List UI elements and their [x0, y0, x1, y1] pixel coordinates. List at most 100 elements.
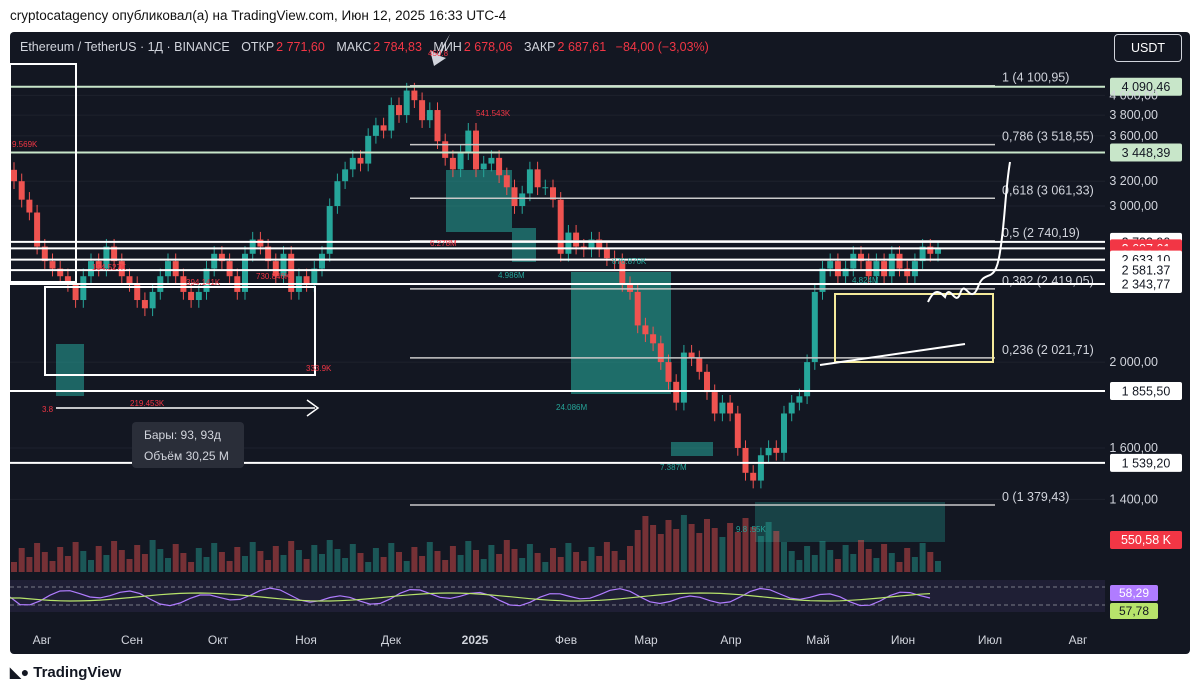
volume-bar — [773, 531, 780, 572]
candle-body — [881, 261, 888, 277]
volume-bar — [927, 552, 934, 572]
volume-bar — [118, 550, 125, 572]
volume-bar — [34, 543, 41, 572]
candle-body — [696, 358, 703, 372]
x-tick-label: Мар — [634, 633, 658, 647]
volume-bar — [573, 552, 580, 572]
candle-body — [111, 246, 118, 262]
candle-body — [734, 413, 741, 448]
price-chart[interactable]: 1 (4 100,95) 0,786 (3 518,55) 0,618 (3 061… — [10, 32, 1190, 654]
annotation-label: 3.8 — [42, 405, 54, 414]
change-value: −84,00 (−3,03%) — [615, 40, 709, 54]
candle-body — [480, 163, 487, 170]
volume-bar — [919, 543, 926, 572]
candle-body — [819, 268, 826, 292]
volume-bar — [149, 540, 156, 572]
candle-body — [41, 246, 48, 262]
candle-body — [850, 253, 857, 269]
volume-bar — [704, 519, 710, 572]
price-badge-label: 2 581,37 — [1122, 264, 1171, 278]
volume-bar — [873, 558, 880, 572]
annotation-label: 541.543K — [476, 109, 511, 118]
candle-body — [149, 291, 156, 309]
volume-bar — [242, 556, 248, 572]
price-badge-label: 2 343,77 — [1122, 277, 1171, 291]
candle-body — [288, 253, 295, 292]
fib-label: 0,786 (3 518,55) — [1002, 130, 1094, 144]
candle-body — [11, 169, 17, 182]
candle-body — [49, 261, 56, 269]
volume-bar — [542, 562, 549, 572]
annotation-label: 4.986M — [498, 271, 525, 280]
volume-bar — [519, 558, 526, 572]
candle-body — [534, 169, 541, 188]
volume-bar — [49, 561, 56, 572]
volume-bar — [819, 541, 826, 572]
candle-body — [935, 248, 941, 254]
volume-bar — [388, 543, 395, 572]
volume-bar — [503, 540, 510, 572]
candle-body — [781, 413, 787, 453]
volume-bar — [696, 533, 703, 572]
price-badge — [1110, 261, 1182, 280]
candle-body — [126, 276, 133, 284]
fib-label: 0,618 (3 061,33) — [1002, 183, 1094, 197]
volume-bar — [326, 540, 333, 572]
volume-bar — [226, 561, 233, 572]
candle-body — [773, 447, 780, 453]
volume-bar — [850, 554, 857, 572]
x-tick-label: Авг — [1069, 633, 1088, 647]
candle-body — [911, 261, 918, 277]
candle-body — [72, 283, 79, 301]
x-tick-label: Июн — [891, 633, 915, 647]
candle-body — [842, 268, 849, 277]
volume-bar — [57, 547, 64, 572]
high-value: 2 784,83 — [373, 40, 422, 54]
volume-bar — [588, 547, 595, 572]
candle-body — [488, 157, 495, 164]
low-value: 2 678,06 — [463, 40, 513, 54]
volume-bar — [727, 523, 734, 572]
volume-bar — [141, 554, 148, 572]
open-value: 2 771,60 — [276, 40, 325, 54]
measure-tooltip: Бары: 93, 93д Объём 30,25 M — [132, 422, 244, 468]
volume-bar — [619, 560, 626, 572]
volume-bar — [657, 534, 664, 572]
candle-body — [426, 110, 433, 121]
price-badge — [1110, 453, 1182, 472]
volume-bar — [18, 548, 25, 572]
chart-canvas[interactable]: 1 (4 100,95) 0,786 (3 518,55) 0,618 (3 061… — [10, 32, 1190, 654]
candle-body — [588, 239, 595, 250]
x-tick-label: Май — [806, 633, 830, 647]
volume-bar — [365, 562, 372, 572]
candle-body — [334, 181, 341, 207]
candle-body — [665, 362, 672, 382]
tradingview-logo[interactable]: ◣● TradingView — [10, 664, 121, 681]
volume-bar — [526, 544, 533, 572]
x-tick-label: Окт — [208, 633, 229, 647]
volume-bar — [834, 559, 841, 572]
footer: ◣● TradingView — [0, 654, 1200, 691]
currency-button[interactable]: USDT — [1114, 34, 1182, 62]
candle-body — [257, 239, 264, 247]
volume-bar — [419, 556, 426, 572]
candle-body — [342, 169, 349, 182]
candle-body — [388, 105, 395, 131]
range-box — [44, 286, 316, 376]
volume-bar — [865, 549, 872, 572]
volume-badge-label: 550,58 K — [1121, 533, 1172, 547]
price-badge — [1110, 77, 1182, 96]
candle-body — [457, 152, 464, 170]
candle-body — [141, 300, 148, 309]
volume-bar — [473, 550, 479, 572]
volume-bar — [788, 551, 795, 572]
candle-body — [711, 392, 718, 414]
x-tick-label: Фев — [555, 633, 577, 647]
y-tick-label: 3 600,00 — [1109, 129, 1158, 143]
volume-bar — [904, 548, 911, 572]
candle-body — [765, 447, 772, 456]
close-value: 2 687,61 — [557, 40, 607, 54]
volume-bar — [688, 524, 695, 572]
candle-body — [557, 199, 564, 254]
candle-body — [634, 291, 641, 326]
